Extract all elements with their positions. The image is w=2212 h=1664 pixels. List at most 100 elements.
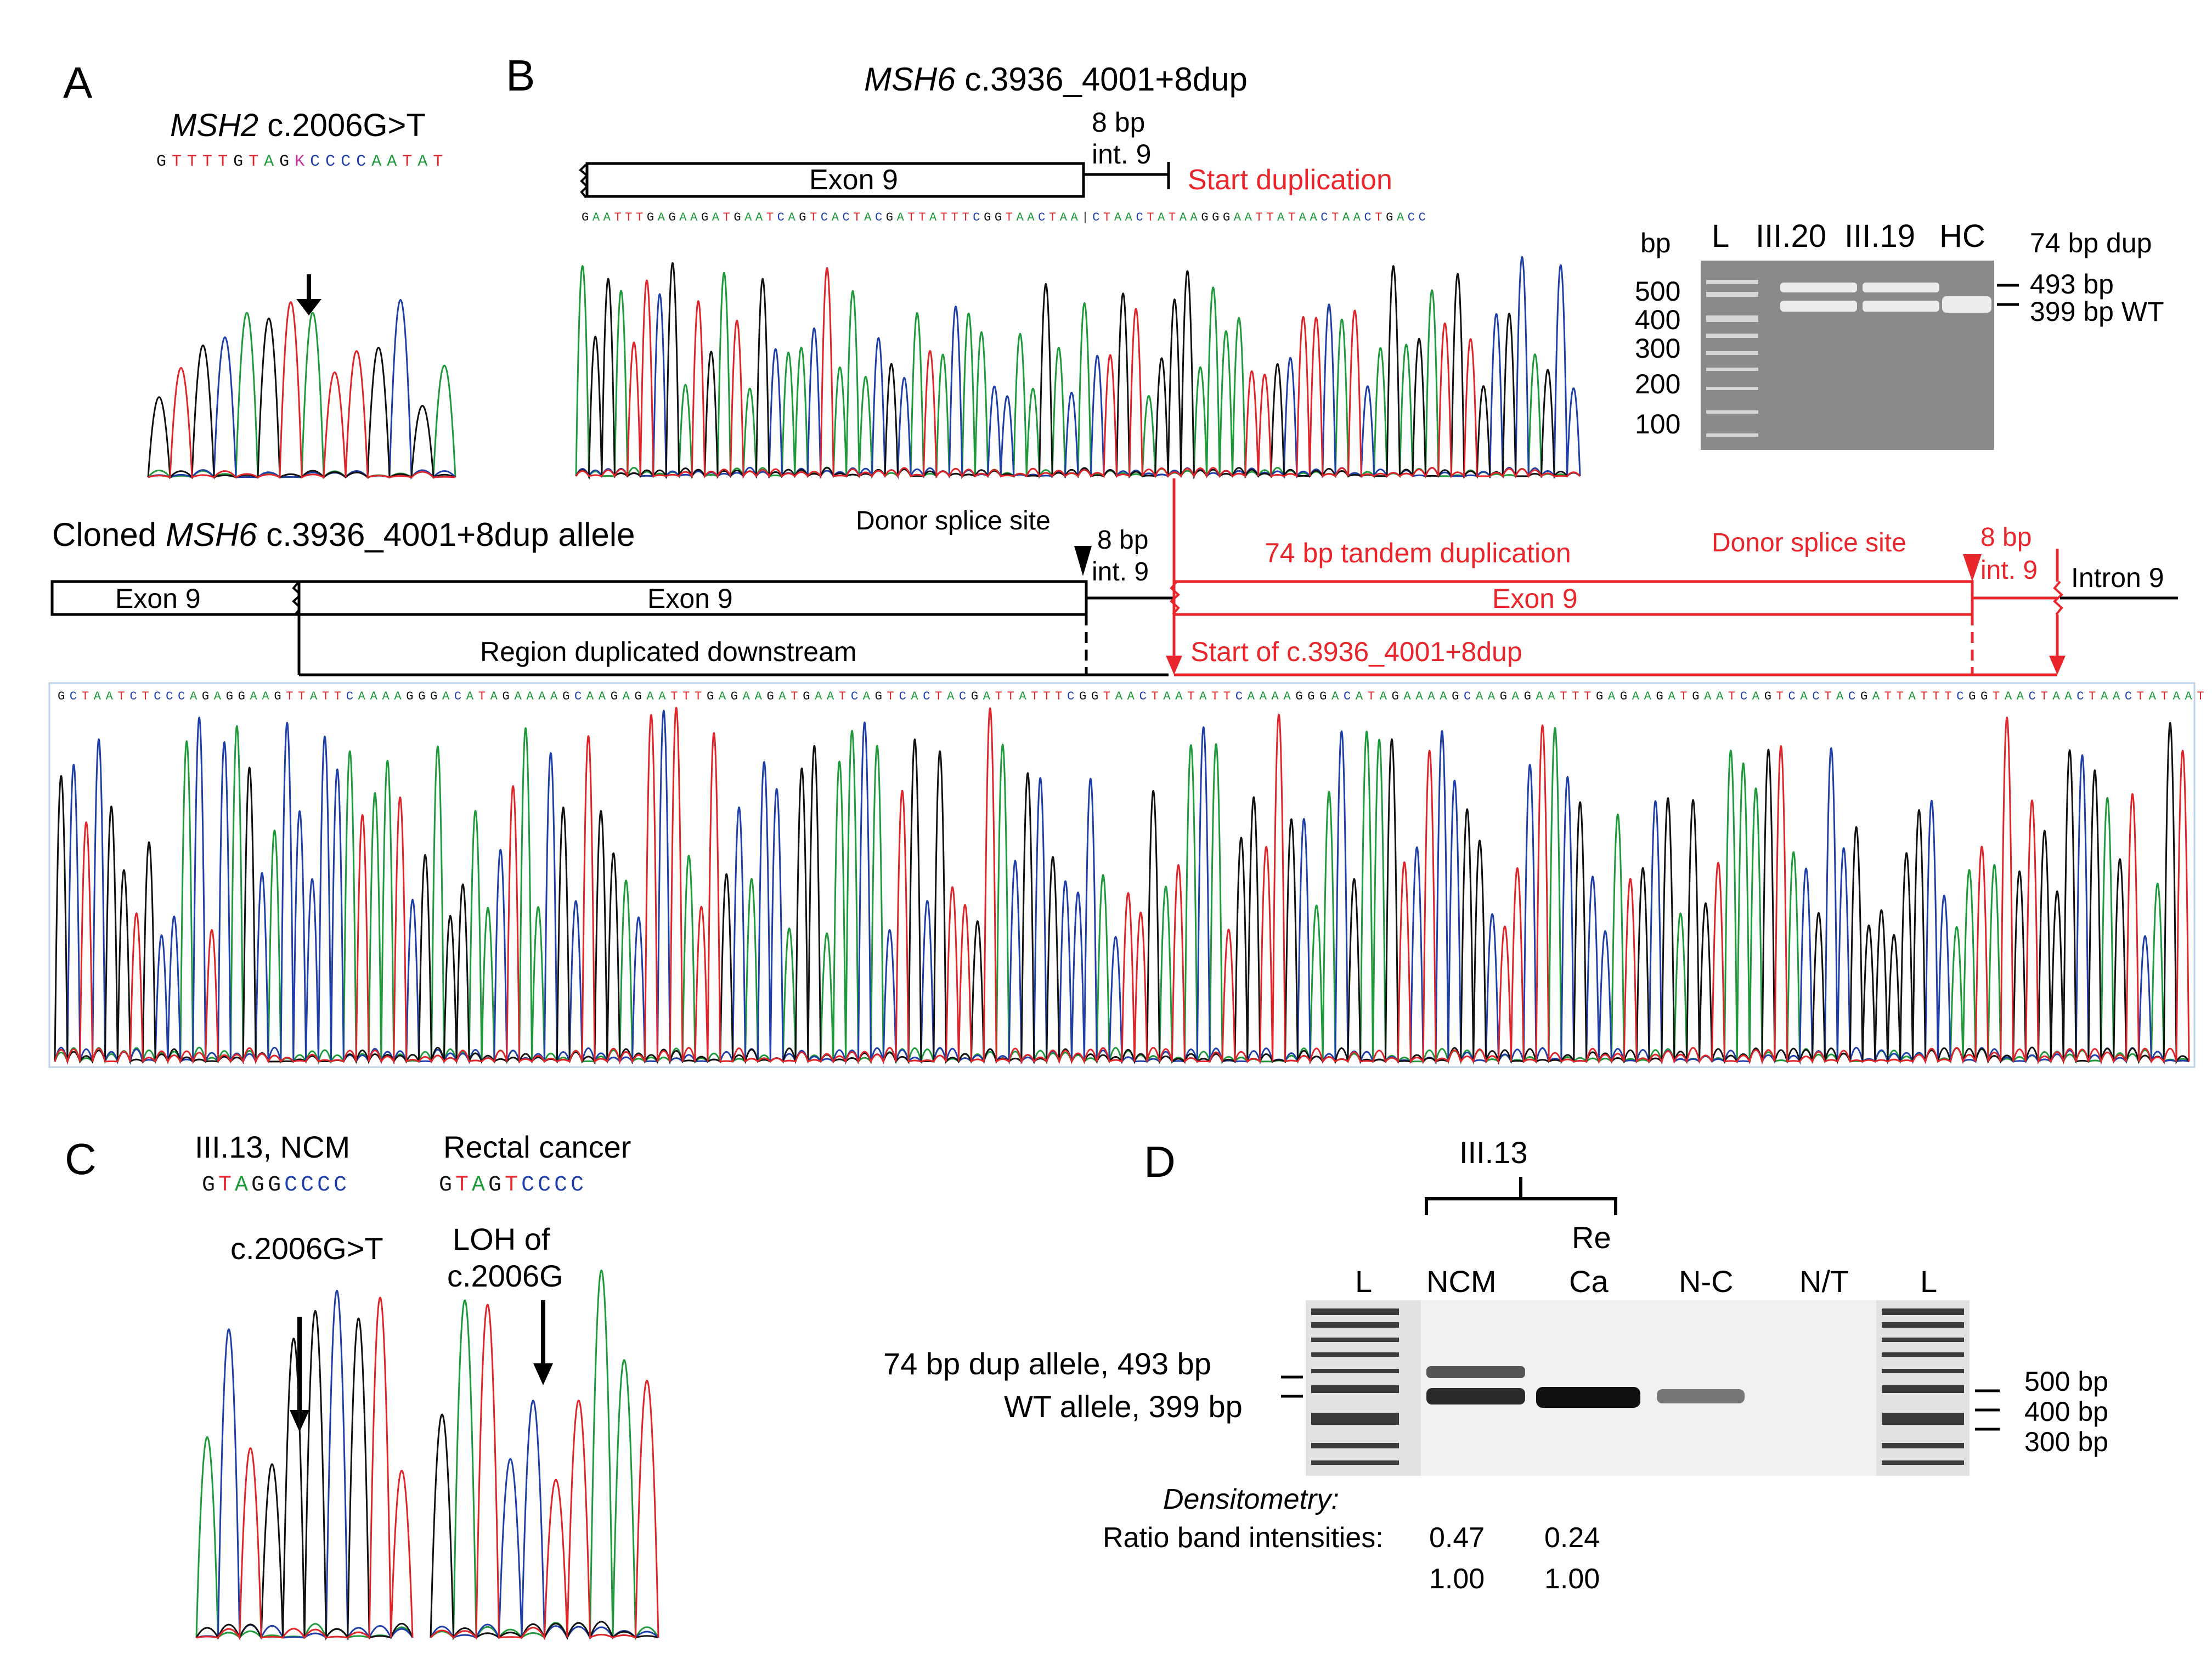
donor-site-label: Donor splice site xyxy=(856,506,1051,535)
cloned-title: Cloned MSH6 c.3936_4001+8dup allele xyxy=(52,516,635,553)
gel-b-ladder-200: 200 xyxy=(1635,369,1680,399)
intron-bp-red: 8 bp xyxy=(1980,523,2032,552)
exon-red-label: Exon 9 xyxy=(1492,583,1578,614)
panel-b-variant-title: MSH6 c.3936_4001+8dup xyxy=(864,61,1248,98)
cloned-sequence: GCTAATCTCCCAGAGGAAGTTATTCAAAAGGGACATAGAA… xyxy=(58,690,2209,703)
intron-bp-label: 8 bp xyxy=(1092,107,1145,138)
panel-a-sequence: GTTTTGTAGKCCCCAATAT xyxy=(156,153,448,171)
chromatogram-cloned xyxy=(54,707,2190,1065)
panel-c-loh-1: LOH of xyxy=(453,1222,550,1256)
intron-name-label: int. 9 xyxy=(1092,139,1151,170)
panel-d-densitometry: Densitometry: xyxy=(1163,1484,1339,1515)
gel-b-lane-l: L xyxy=(1712,218,1729,254)
panel-d-lane-l1: L xyxy=(1355,1264,1372,1299)
chromatogram-a xyxy=(147,299,456,480)
gel-b-band-493: 493 bp xyxy=(2030,269,2114,300)
panel-d-ncm-ratio-bottom: 1.00 xyxy=(1429,1563,1485,1595)
gel-b-ladder-400: 400 xyxy=(1635,304,1680,335)
trace-c xyxy=(148,299,456,480)
panel-c-seq-ncm: GTAGGCCCC xyxy=(202,1173,350,1198)
panel-d: III.13 Re L NCM Ca N-C N/T L xyxy=(883,1135,2108,1595)
exon-9-box xyxy=(585,162,1085,198)
gel-b-band-399: 399 bp WT xyxy=(2030,296,2164,327)
trace-t xyxy=(430,1304,659,1641)
tandem-dup-label: 74 bp tandem duplication xyxy=(1265,538,1571,568)
panel-a-variant-title: MSH2 c.2006G>T xyxy=(170,108,426,143)
chromatogram-c-ncm xyxy=(195,1289,414,1641)
intron-name-red: int. 9 xyxy=(1980,556,2038,585)
panel-d-patient: III.13 xyxy=(1459,1135,1528,1170)
chromatogram-c-rc xyxy=(430,1270,659,1641)
panel-d-lane-ncm: NCM xyxy=(1426,1264,1497,1299)
panel-c-label-rc: Rectal cancer xyxy=(443,1130,631,1164)
gel-b-bp-header: bp xyxy=(1640,228,1671,258)
panel-d-dup-allele: 74 bp dup allele, 493 bp xyxy=(883,1346,1211,1381)
panel-d-ca-ratio-top: 0.24 xyxy=(1544,1522,1600,1554)
trace-a xyxy=(575,265,1581,480)
panel-label-b: B xyxy=(506,51,535,100)
gel-b-ladder-300: 300 xyxy=(1635,333,1680,364)
panel-d-marker-500: 500 bp xyxy=(2024,1366,2108,1397)
panel-d-ratio-label: Ratio band intensities: xyxy=(1103,1522,1384,1554)
gel-b-lane-iii20: III.20 xyxy=(1756,218,1826,254)
panel-d-marker-300: 300 bp xyxy=(2024,1426,2108,1457)
trace-c xyxy=(54,709,2190,1065)
donor-site-red-label: Donor splice site xyxy=(1712,528,1906,557)
trace-a xyxy=(54,725,2190,1065)
region-duplicated-label: Region duplicated downstream xyxy=(480,636,857,667)
intron-name-cloned: int. 9 xyxy=(1092,557,1149,586)
panel-c-seq-rc: GTAGTCCCC xyxy=(439,1173,587,1198)
panel-c: III.13, NCM Rectal cancer GTAGGCCCC GTAG… xyxy=(195,1130,659,1641)
cloned-allele-diagram: Cloned MSH6 c.3936_4001+8dup allele Exon… xyxy=(48,478,2209,1068)
panel-d-lane-nt: N/T xyxy=(1799,1264,1849,1299)
chromatogram-b xyxy=(575,256,1581,480)
gel-b-ladder-500: 500 xyxy=(1635,276,1680,307)
intron-bp-cloned: 8 bp xyxy=(1097,526,1148,555)
intron-right-label: Intron 9 xyxy=(2071,562,2164,593)
exon-main-label: Exon 9 xyxy=(647,583,733,614)
trace-t xyxy=(196,1296,414,1641)
panel-d-re: Re xyxy=(1572,1220,1611,1255)
panel-d-ca-ratio-bottom: 1.00 xyxy=(1544,1563,1600,1595)
gel-b-lane-iii19: III.19 xyxy=(1844,218,1915,254)
panel-d-lane-ca: Ca xyxy=(1569,1264,1609,1299)
start-of-dup-label: Start of c.3936_4001+8dup xyxy=(1190,636,1522,667)
trace-g xyxy=(54,722,2190,1065)
panel-b: MSH6 c.3936_4001+8dup Exon 9 8 bp int. 9… xyxy=(575,61,1581,480)
exon-main-box xyxy=(297,580,1088,616)
panel-d-lane-l2: L xyxy=(1920,1264,1937,1299)
gel-b-dup-header: 74 bp dup xyxy=(2030,228,2152,258)
panel-d-lane-nc: N-C xyxy=(1679,1264,1734,1299)
panel-label-c: C xyxy=(65,1135,97,1183)
start-duplication-label: Start duplication xyxy=(1188,164,1392,196)
trace-g xyxy=(430,1413,659,1641)
down-arrow-icon xyxy=(296,274,321,315)
trace-c xyxy=(196,1289,414,1641)
gel-b: bp L III.20 III.19 HC 74 bp dup 500 400 … xyxy=(1635,218,2164,450)
trace-g xyxy=(195,1310,414,1641)
panel-label-a: A xyxy=(63,58,93,107)
trace-t xyxy=(148,301,456,479)
panel-c-label-ncm: III.13, NCM xyxy=(195,1130,350,1164)
exon-left-label: Exon 9 xyxy=(115,583,201,614)
donor-site-red-marker xyxy=(1963,554,1982,582)
exon-left-box xyxy=(50,580,301,616)
panel-b-sequence: GAATTTGAGAAGATGAATCAGTCACTACGATTATTTCGGT… xyxy=(582,211,1429,224)
trace-c xyxy=(430,1400,659,1640)
gel-b-ladder-100: 100 xyxy=(1635,409,1680,439)
donor-site-marker xyxy=(1074,546,1092,576)
exon-9-label: Exon 9 xyxy=(809,164,898,196)
trace-t xyxy=(54,707,2190,1065)
panel-d-wt-allele: WT allele, 399 bp xyxy=(1004,1389,1243,1424)
trace-g xyxy=(575,262,1581,480)
down-arrow-icon xyxy=(533,1300,553,1385)
panel-c-loh-2: c.2006G xyxy=(447,1259,563,1293)
panel-label-d: D xyxy=(1144,1137,1176,1186)
trace-t xyxy=(575,267,1581,479)
panel-d-ncm-ratio-top: 0.47 xyxy=(1429,1522,1485,1554)
panel-c-variant: c.2006G>T xyxy=(230,1231,383,1266)
gel-b-lane-hc: HC xyxy=(1939,218,1985,254)
panel-a: MSH2 c.2006G>T GTTTTGTAGKCCCCAATAT xyxy=(147,108,456,480)
panel-d-marker-400: 400 bp xyxy=(2024,1396,2108,1427)
